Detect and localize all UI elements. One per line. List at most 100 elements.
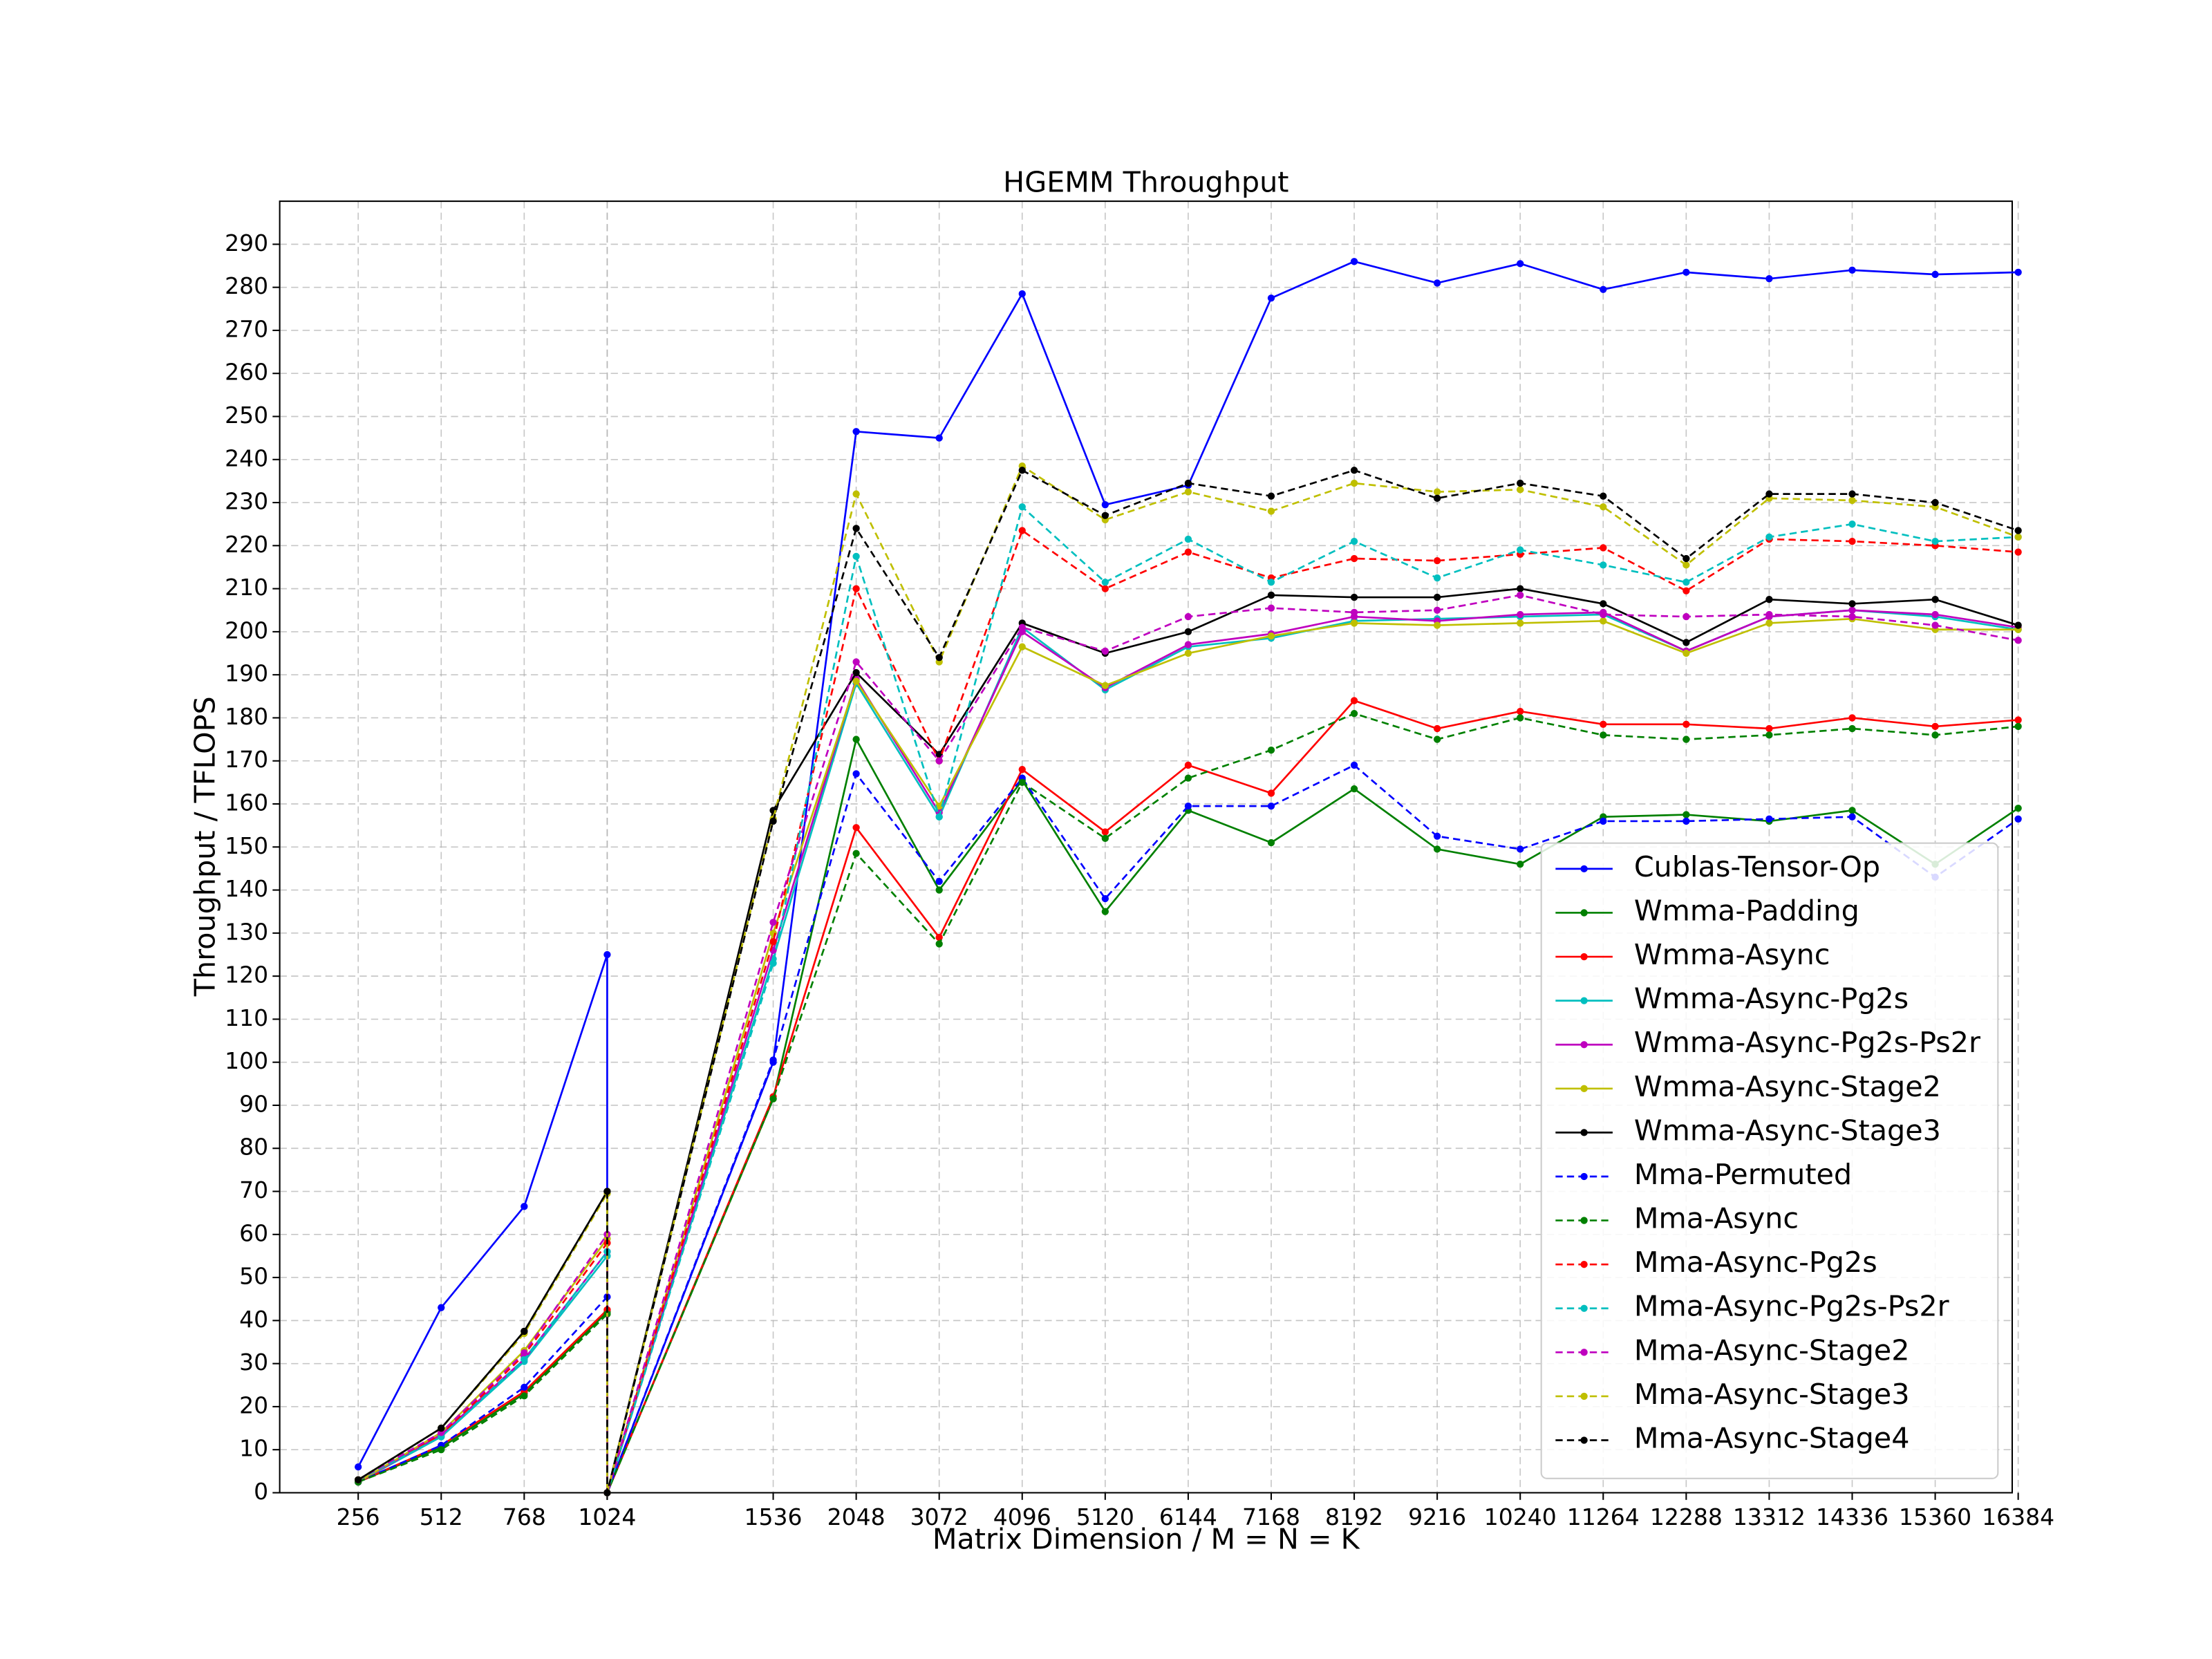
- marker: [1848, 813, 1856, 821]
- marker: [935, 751, 943, 758]
- marker: [1517, 714, 1524, 722]
- marker: [852, 735, 860, 743]
- x-tick-label: 11264: [1567, 1503, 1640, 1530]
- marker: [1848, 606, 1856, 614]
- legend-marker: [1580, 997, 1588, 1004]
- marker: [1350, 608, 1358, 617]
- x-tick-label: 1024: [578, 1503, 636, 1530]
- x-tick-label: 6144: [1159, 1503, 1217, 1530]
- legend-marker: [1580, 865, 1588, 873]
- legend-label: Wmma-Async-Stage3: [1634, 1114, 1941, 1147]
- marker: [1433, 735, 1441, 743]
- marker: [1931, 270, 1939, 279]
- x-tick-label: 10240: [1484, 1503, 1557, 1530]
- marker: [1184, 628, 1192, 636]
- marker: [438, 1446, 445, 1454]
- marker: [1683, 587, 1690, 594]
- legend-label: Wmma-Async-Pg2s-Ps2r: [1634, 1026, 1980, 1059]
- marker: [852, 552, 860, 561]
- marker: [1600, 720, 1607, 728]
- marker: [1184, 649, 1192, 657]
- marker: [2014, 527, 2022, 534]
- marker: [1350, 785, 1358, 793]
- marker: [769, 938, 777, 946]
- marker: [1018, 624, 1026, 631]
- marker: [852, 525, 860, 532]
- marker: [1683, 735, 1690, 743]
- marker: [1267, 604, 1275, 612]
- y-tick-label: 150: [225, 832, 268, 859]
- y-tick-label: 70: [239, 1177, 268, 1203]
- legend-marker: [1580, 1304, 1588, 1312]
- y-tick-label: 260: [225, 359, 268, 386]
- x-tick-label: 12288: [1650, 1503, 1723, 1530]
- legend-marker: [1580, 1261, 1588, 1268]
- x-tick-label: 13312: [1733, 1503, 1806, 1530]
- marker: [2014, 637, 2022, 644]
- x-tick-label: 1536: [744, 1503, 803, 1530]
- x-tick-label: 9216: [1408, 1503, 1466, 1530]
- marker: [2014, 716, 2022, 724]
- x-tick-label: 4096: [993, 1503, 1051, 1530]
- legend-label: Wmma-Async: [1634, 938, 1830, 971]
- marker: [1350, 537, 1358, 545]
- y-tick-label: 100: [225, 1047, 268, 1074]
- marker: [1184, 488, 1192, 496]
- marker: [1101, 682, 1109, 689]
- chart-title: HGEMM Throughput: [1003, 165, 1288, 198]
- y-tick-label: 250: [225, 402, 268, 429]
- y-tick-label: 190: [225, 660, 268, 687]
- marker: [521, 1383, 528, 1391]
- marker: [1931, 731, 1939, 739]
- marker: [1848, 490, 1856, 498]
- marker: [2014, 805, 2022, 812]
- marker: [1517, 619, 1524, 627]
- marker: [1931, 537, 1939, 545]
- y-tick-label: 40: [239, 1306, 268, 1333]
- marker: [1765, 619, 1773, 627]
- marker: [1848, 537, 1856, 545]
- marker: [1848, 612, 1856, 621]
- marker: [1101, 512, 1109, 519]
- marker: [1018, 766, 1026, 774]
- marker: [1433, 593, 1441, 601]
- marker: [1433, 494, 1441, 502]
- marker: [1433, 724, 1441, 733]
- marker: [935, 933, 943, 941]
- legend-label: Mma-Async-Stage2: [1634, 1333, 1910, 1367]
- marker: [852, 668, 860, 677]
- legend-label: Mma-Permuted: [1634, 1158, 1852, 1191]
- marker: [1683, 720, 1690, 728]
- marker: [935, 654, 943, 662]
- marker: [1931, 498, 1939, 507]
- marker: [1433, 845, 1441, 853]
- marker: [1267, 591, 1275, 599]
- x-tick-label: 512: [420, 1503, 463, 1530]
- marker: [1018, 290, 1026, 298]
- plot-frame: [279, 200, 2013, 1494]
- marker: [1433, 606, 1441, 614]
- marker: [1350, 554, 1358, 563]
- marker: [1683, 649, 1690, 657]
- y-tick-label: 270: [225, 315, 268, 342]
- marker: [1931, 722, 1939, 731]
- y-tick-label: 220: [225, 531, 268, 558]
- marker: [935, 813, 943, 821]
- marker: [1101, 501, 1109, 509]
- marker: [1101, 585, 1109, 592]
- x-tick-label: 2048: [827, 1503, 885, 1530]
- x-tick-label: 16384: [1982, 1503, 2054, 1530]
- marker: [1848, 714, 1856, 722]
- marker: [1267, 802, 1275, 810]
- marker: [1931, 610, 1939, 619]
- legend-marker: [1580, 1085, 1588, 1092]
- marker: [1101, 834, 1109, 842]
- marker: [1765, 275, 1773, 283]
- x-tick-label: 256: [337, 1503, 380, 1530]
- legend-marker: [1580, 1172, 1588, 1181]
- marker: [1350, 467, 1358, 474]
- marker: [603, 950, 611, 959]
- marker: [1018, 527, 1026, 534]
- x-tick-label: 8192: [1325, 1503, 1383, 1530]
